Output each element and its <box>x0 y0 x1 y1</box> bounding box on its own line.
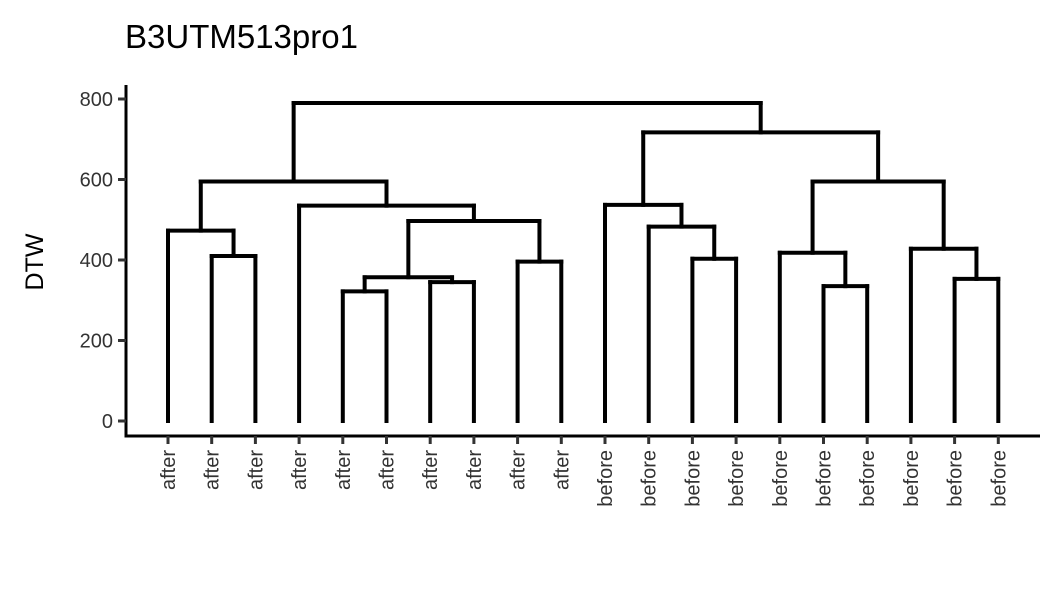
x-tick-label: after <box>464 450 486 490</box>
y-tick-label: 200 <box>80 331 113 353</box>
x-tick-label: after <box>245 450 267 490</box>
x-tick-label: before <box>988 450 1010 507</box>
dendrogram-branches <box>166 101 1001 423</box>
x-tick-label: before <box>595 450 617 507</box>
y-tick-label: 400 <box>80 250 113 272</box>
x-tick-label: before <box>814 450 836 507</box>
x-axis: after after after after after after after after… <box>124 434 1040 507</box>
x-tick-label: after <box>377 450 399 490</box>
x-tick-label: after <box>333 450 355 490</box>
x-tick-label: before <box>901 450 923 507</box>
y-axis: 0 200 400 600 800 <box>80 85 128 436</box>
chart-title: B3UTM513pro1 <box>125 18 358 55</box>
x-tick-label: after <box>420 450 442 490</box>
x-tick-label: after <box>289 450 311 490</box>
x-tick-label: before <box>857 450 879 507</box>
x-tick-label: after <box>551 450 573 490</box>
x-tick-label: after <box>202 450 224 490</box>
x-tick-label: after <box>158 450 180 490</box>
y-tick-label: 800 <box>80 89 113 111</box>
x-tick-label: before <box>726 450 748 507</box>
x-tick-label: before <box>945 450 967 507</box>
x-tick-label: after <box>508 450 530 490</box>
x-tick-label: before <box>682 450 704 507</box>
x-tick-label: before <box>770 450 792 507</box>
y-axis-label: DTW <box>21 233 49 290</box>
y-tick-label: 600 <box>80 170 113 192</box>
y-tick-label: 0 <box>102 411 113 433</box>
x-tick-label: before <box>639 450 661 507</box>
